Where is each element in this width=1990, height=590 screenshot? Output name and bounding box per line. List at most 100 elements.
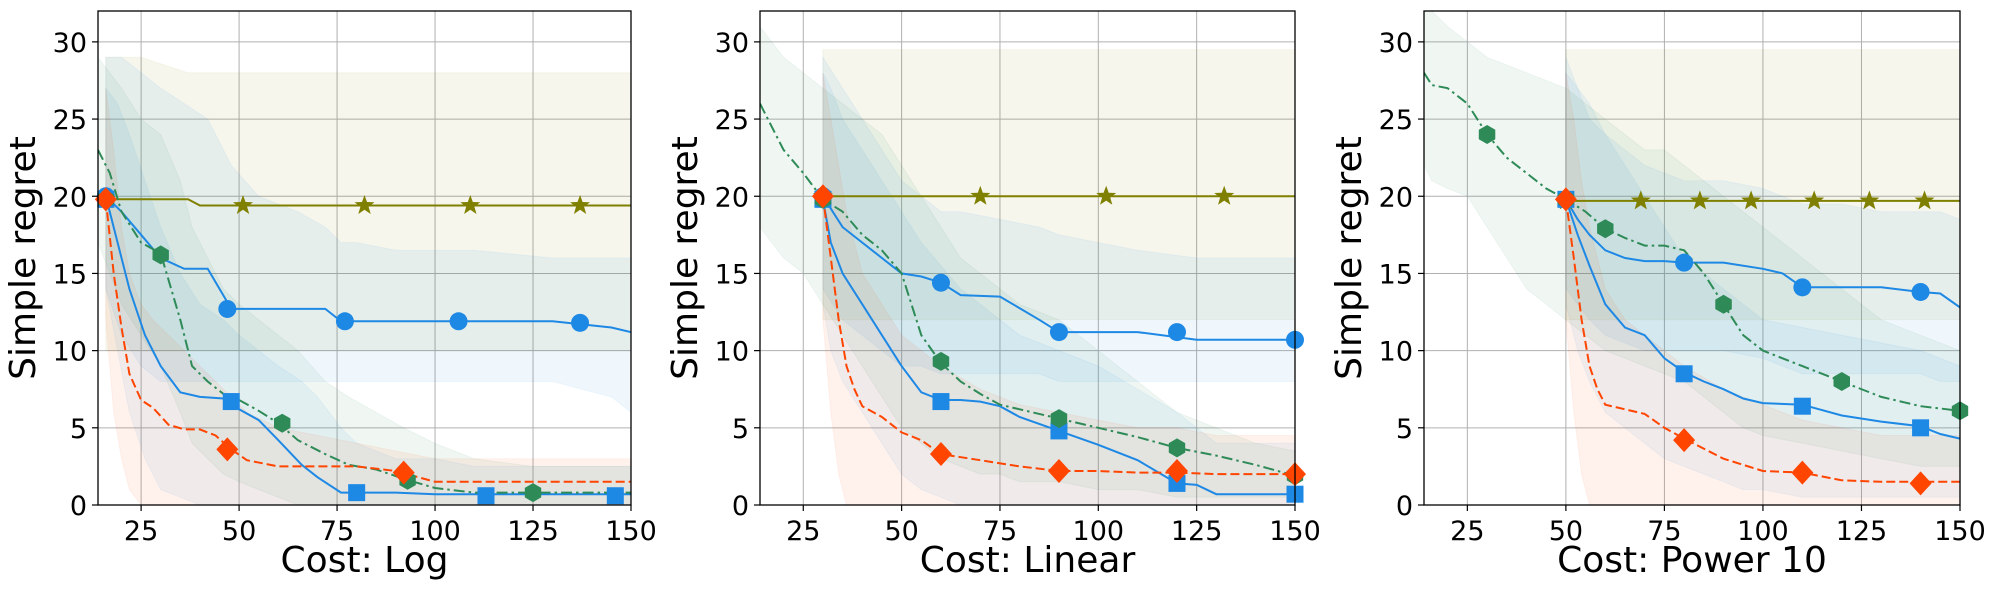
square-series-marker [1168, 474, 1186, 492]
hexagon-series-marker [1833, 372, 1850, 391]
panel-3: 25 50 75 100 125 150 0 5 10 15 20 25 30 Cost: Power 1… [1329, 10, 1986, 581]
plot-area [1424, 11, 1960, 505]
x-tick-label: 125 [1836, 516, 1888, 547]
star-series-marker [1804, 190, 1825, 210]
diamond-series-marker [1165, 459, 1188, 484]
circle-series-band [1565, 57, 1960, 382]
diamond-series-band [1565, 72, 1960, 505]
x-tick-label: 25 [1450, 516, 1484, 547]
square-series-marker [606, 487, 624, 505]
x-tick-label: 150 [1934, 516, 1986, 547]
hexagon-series-marker [152, 245, 169, 265]
y-tick-label: 5 [1396, 414, 1413, 445]
x-tick-label: 125 [1171, 516, 1223, 547]
diamond-series-marker [392, 460, 415, 485]
y-tick-label: 0 [70, 491, 87, 522]
x-tick-label: 25 [786, 516, 820, 547]
panel-2: 25 50 75 100 125 150 0 5 10 15 20 25 30 Cost: Linear S… [665, 10, 1321, 581]
circle-series-marker [1049, 323, 1068, 342]
star-series-marker [1630, 190, 1651, 210]
hexagon-series-marker [274, 413, 291, 433]
y-tick-label: 0 [732, 491, 749, 522]
y-tick-label: 0 [1396, 491, 1413, 522]
y-tick-label: 15 [53, 259, 87, 290]
square-series-marker [1793, 397, 1811, 415]
diamond-series-marker [94, 187, 117, 212]
circle-series-marker [218, 299, 237, 318]
diamond-series-marker [811, 184, 834, 209]
x-axis-label: Cost: Linear [920, 540, 1136, 581]
square-series-marker [1912, 419, 1930, 437]
panel-1: 25 50 75 100 125 150 0 5 10 15 20 25 30 Cost: Log Simp… [3, 10, 657, 581]
y-axis-label: Simple regret [1329, 136, 1370, 380]
circle-series-line [1565, 198, 1960, 309]
star-series-marker [1096, 185, 1117, 205]
hexagon-series-band [760, 25, 1295, 498]
x-tick-label: 75 [983, 516, 1017, 547]
square-series-line [1564, 198, 1960, 440]
square-series-marker [477, 487, 495, 505]
circle-series-marker [931, 273, 950, 292]
diamond-series-marker [216, 437, 239, 462]
x-axis-label: Cost: Power 10 [1557, 540, 1827, 581]
y-tick-label: 25 [53, 105, 87, 136]
y-tick-label: 20 [1379, 182, 1413, 213]
star-series-marker [460, 195, 481, 214]
y-tick-label: 10 [53, 337, 87, 368]
square-series-marker [222, 393, 240, 411]
y-tick-label: 30 [715, 28, 749, 59]
y-tick-label: 15 [1379, 259, 1413, 290]
plot-area [760, 25, 1295, 505]
circle-series-marker [1675, 253, 1694, 272]
y-axis-label: Simple regret [3, 136, 44, 380]
x-tick-label: 75 [1647, 516, 1681, 547]
hexagon-series-marker [1050, 409, 1068, 429]
star-series-marker [570, 195, 590, 214]
star-series-marker [233, 195, 253, 214]
y-tick-label: 10 [1379, 337, 1413, 368]
x-tick-label: 75 [320, 516, 354, 547]
star-series-band [1565, 49, 1960, 321]
square-series-marker [348, 484, 366, 502]
plot-area [98, 56, 631, 505]
x-tick-label: 100 [409, 516, 461, 547]
axes-frame [1423, 10, 1961, 506]
y-tick-label: 30 [1379, 28, 1413, 59]
star-series-marker [1741, 190, 1762, 210]
diamond-series-marker [1047, 459, 1070, 484]
x-tick-label: 100 [1073, 516, 1125, 547]
circle-series-marker [1167, 323, 1186, 342]
square-series-band [1565, 71, 1960, 498]
y-tick-label: 25 [715, 105, 749, 136]
hexagon-series-marker [524, 483, 542, 503]
x-tick-label: 50 [222, 516, 256, 547]
x-tick-label: 150 [605, 516, 657, 547]
diamond-series-marker [1554, 187, 1577, 212]
square-series-marker [1675, 365, 1693, 383]
y-tick-label: 5 [732, 414, 749, 445]
y-tick-label: 10 [715, 337, 749, 368]
diamond-series-marker [1791, 460, 1814, 485]
y-tick-label: 15 [715, 259, 749, 290]
square-series-marker [932, 393, 950, 411]
hexagon-series-band [1424, 11, 1960, 467]
y-tick-label: 25 [1379, 105, 1413, 136]
circle-series-marker [1911, 282, 1930, 301]
diamond-series-line [821, 196, 1295, 476]
axes-frame [97, 10, 632, 506]
circle-series-line [822, 195, 1295, 341]
star-series-marker [354, 195, 375, 214]
y-tick-label: 20 [715, 182, 749, 213]
hexagon-series-marker [1715, 294, 1732, 314]
hexagon-series-marker [932, 351, 950, 371]
circle-series-marker [335, 312, 354, 331]
y-tick-label: 20 [53, 182, 87, 213]
x-tick-label: 150 [1269, 516, 1321, 547]
diamond-series-marker [1909, 471, 1932, 496]
square-series-line [104, 196, 631, 496]
hexagon-series-marker [1478, 125, 1496, 144]
star-series-marker [970, 185, 991, 205]
star-series-marker [1214, 185, 1235, 205]
star-series-marker [1689, 190, 1710, 210]
